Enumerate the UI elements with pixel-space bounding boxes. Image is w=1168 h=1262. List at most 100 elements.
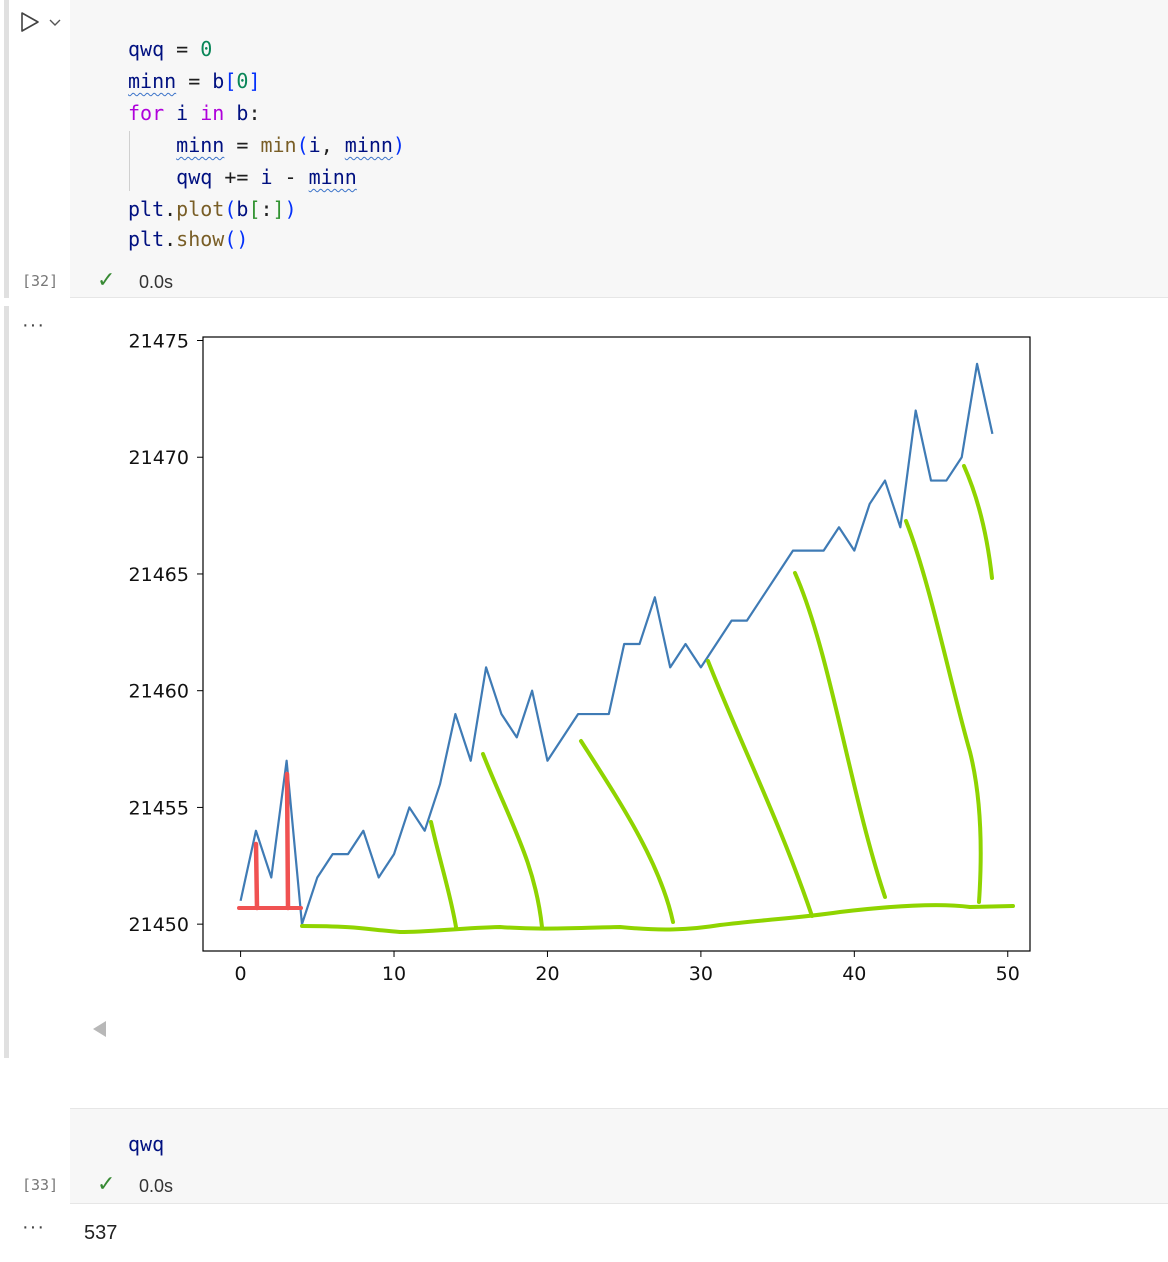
y-tick-label: 21470: [129, 447, 189, 469]
code-token: [: [224, 69, 237, 93]
code-token: [164, 101, 176, 125]
code-token: ,: [320, 133, 345, 157]
code-line: minn = min(i, minn): [128, 132, 405, 158]
green-annotation-stroke: [904, 519, 983, 904]
code-token: 0: [200, 37, 213, 61]
code-token: =: [164, 37, 201, 61]
code-token: (: [224, 197, 237, 221]
output-gutter-bar: [4, 306, 9, 1058]
code-token: plt: [128, 197, 165, 221]
collapse-output-button[interactable]: [90, 1020, 110, 1040]
green-annotation-baseline: [300, 903, 1015, 934]
code-token: [224, 101, 236, 125]
y-tick-label: 21450: [129, 914, 189, 936]
code-token: .: [164, 197, 177, 221]
green-annotation-stroke: [793, 571, 887, 899]
red-annotation-stroke: [284, 771, 291, 911]
green-annotation-stroke: [579, 739, 675, 924]
code-token: i: [176, 101, 189, 125]
code-token: qwq: [176, 165, 213, 189]
execution-time: 0.0s: [139, 1176, 174, 1196]
output-more-actions[interactable]: ···: [22, 314, 45, 336]
code-token: for: [128, 101, 165, 125]
code-token: .: [164, 227, 177, 251]
x-tick-label: 0: [235, 963, 247, 985]
code-token: :: [248, 101, 261, 125]
code-editor[interactable]: [70, 0, 1168, 298]
code-token: (): [224, 227, 249, 251]
code-token: minn: [344, 133, 393, 157]
code-cell-2[interactable]: qwq [33] ✓ 0.0s: [0, 1108, 1168, 1204]
code-token: ): [284, 197, 297, 221]
code-token: [128, 133, 176, 157]
execution-count: [33]: [22, 1176, 59, 1194]
y-tick-label: 21460: [129, 681, 189, 703]
x-tick-label: 50: [996, 963, 1020, 985]
success-check-icon: ✓: [97, 268, 116, 293]
code-token: (: [296, 133, 309, 157]
code-token: plot: [176, 197, 225, 221]
code-token: in: [200, 101, 225, 125]
code-token: :: [260, 197, 273, 221]
code-token: [188, 101, 200, 125]
code-token: minn: [128, 69, 177, 93]
code-token: b: [236, 101, 249, 125]
y-tick-label: 21455: [129, 797, 189, 819]
output-area-1: ··· 0 10 20 30 40 50 21450 21455 21460 21465 21470…: [0, 306, 1168, 1058]
x-tick-label: 20: [535, 963, 559, 985]
x-tick-label: 10: [382, 963, 406, 985]
code-line: plt.show(): [128, 226, 248, 252]
success-check-icon: ✓: [97, 1172, 116, 1197]
execution-count: [32]: [22, 272, 59, 290]
x-tick-label: 30: [689, 963, 713, 985]
green-annotation-stroke: [962, 464, 994, 580]
execution-time: 0.0s: [139, 272, 174, 292]
code-line: qwq: [128, 1132, 164, 1156]
triangle-left-icon: [93, 1021, 106, 1037]
code-cell-1[interactable]: qwq = 0 minn = b[0] for i in b: minn = min…: [0, 0, 1168, 298]
run-cell-button[interactable]: [18, 10, 42, 34]
x-tick-label: 40: [842, 963, 866, 985]
red-annotation-stroke: [253, 841, 260, 911]
output-value: 537: [84, 1222, 118, 1244]
code-token: ]: [248, 69, 261, 93]
code-token: b: [212, 69, 225, 93]
run-options-dropdown[interactable]: [48, 14, 62, 28]
code-token: =: [176, 69, 213, 93]
series-line: [239, 362, 994, 926]
code-token: min: [260, 133, 297, 157]
code-token: ): [392, 133, 405, 157]
code-line: for i in b:: [128, 100, 261, 126]
code-line: qwq += i - minn: [128, 164, 357, 190]
code-token: [: [248, 197, 261, 221]
line-chart: 0 10 20 30 40 50 21450 21455 21460 21465 21470 2147…: [129, 331, 1031, 985]
code-token: +=: [212, 165, 261, 189]
green-annotation-stroke: [429, 820, 458, 929]
code-token: -: [272, 165, 309, 189]
code-token: b: [236, 197, 249, 221]
y-tick-label: 21465: [129, 564, 189, 586]
green-annotation-stroke: [706, 659, 814, 918]
code-line: qwq = 0: [128, 36, 212, 62]
output-area-2: ··· 537: [0, 1210, 1168, 1262]
chevron-down-icon: [49, 19, 61, 26]
green-annotation-stroke: [481, 752, 544, 929]
code-token: =: [224, 133, 261, 157]
code-line: minn = b[0]: [128, 68, 260, 94]
plot-frame: [202, 336, 1031, 952]
code-text: qwq: [128, 1132, 165, 1156]
code-line: plt.plot(b[:]): [128, 196, 297, 222]
code-token: i: [260, 165, 273, 189]
indent-guide: [129, 131, 130, 191]
code-token: i: [308, 133, 321, 157]
code-token: [128, 165, 176, 189]
code-editor[interactable]: [70, 1108, 1168, 1204]
code-token: minn: [308, 165, 357, 189]
code-token: ]: [272, 197, 285, 221]
cell-gutter-bar: [4, 0, 9, 298]
output-more-actions[interactable]: ···: [22, 1216, 45, 1238]
code-token: show: [176, 227, 225, 251]
code-token: qwq: [128, 37, 165, 61]
y-tick-label: 21475: [129, 331, 189, 353]
code-token: 0: [236, 69, 249, 93]
